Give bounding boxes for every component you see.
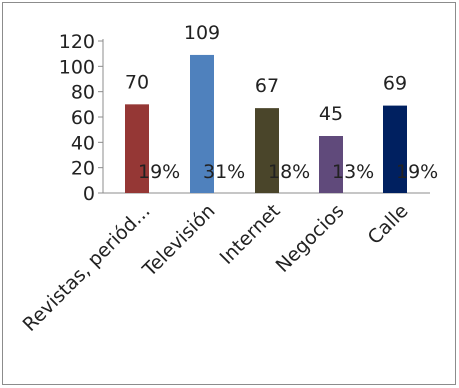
bar xyxy=(190,54,214,193)
bar-percent-label: 31% xyxy=(203,161,245,183)
bar xyxy=(255,108,279,193)
bar-value-label: 67 xyxy=(255,75,279,97)
category-label: Negocios xyxy=(272,200,349,277)
bar xyxy=(125,104,149,193)
bar-percent-label: 18% xyxy=(268,161,310,183)
bar-percent-label: 19% xyxy=(138,161,180,183)
bar-value-label: 109 xyxy=(184,22,220,44)
category-label: Calle xyxy=(364,200,413,249)
y-tick-label: 0 xyxy=(83,183,95,205)
bar-value-label: 69 xyxy=(383,73,407,95)
y-tick-label: 100 xyxy=(59,56,95,78)
y-tick-label: 20 xyxy=(71,158,95,180)
y-tick-label: 60 xyxy=(71,107,95,129)
y-tick-label: 40 xyxy=(71,132,95,154)
y-tick-label: 120 xyxy=(59,31,95,53)
bar xyxy=(383,105,407,193)
bar-value-label: 70 xyxy=(125,71,149,93)
bar xyxy=(319,136,343,193)
bar-percent-label: 13% xyxy=(332,161,374,183)
category-label: Revistas, periód... xyxy=(19,200,155,336)
bar-percent-label: 19% xyxy=(396,161,438,183)
y-tick-label: 80 xyxy=(71,82,95,104)
bar-value-label: 45 xyxy=(319,103,343,125)
